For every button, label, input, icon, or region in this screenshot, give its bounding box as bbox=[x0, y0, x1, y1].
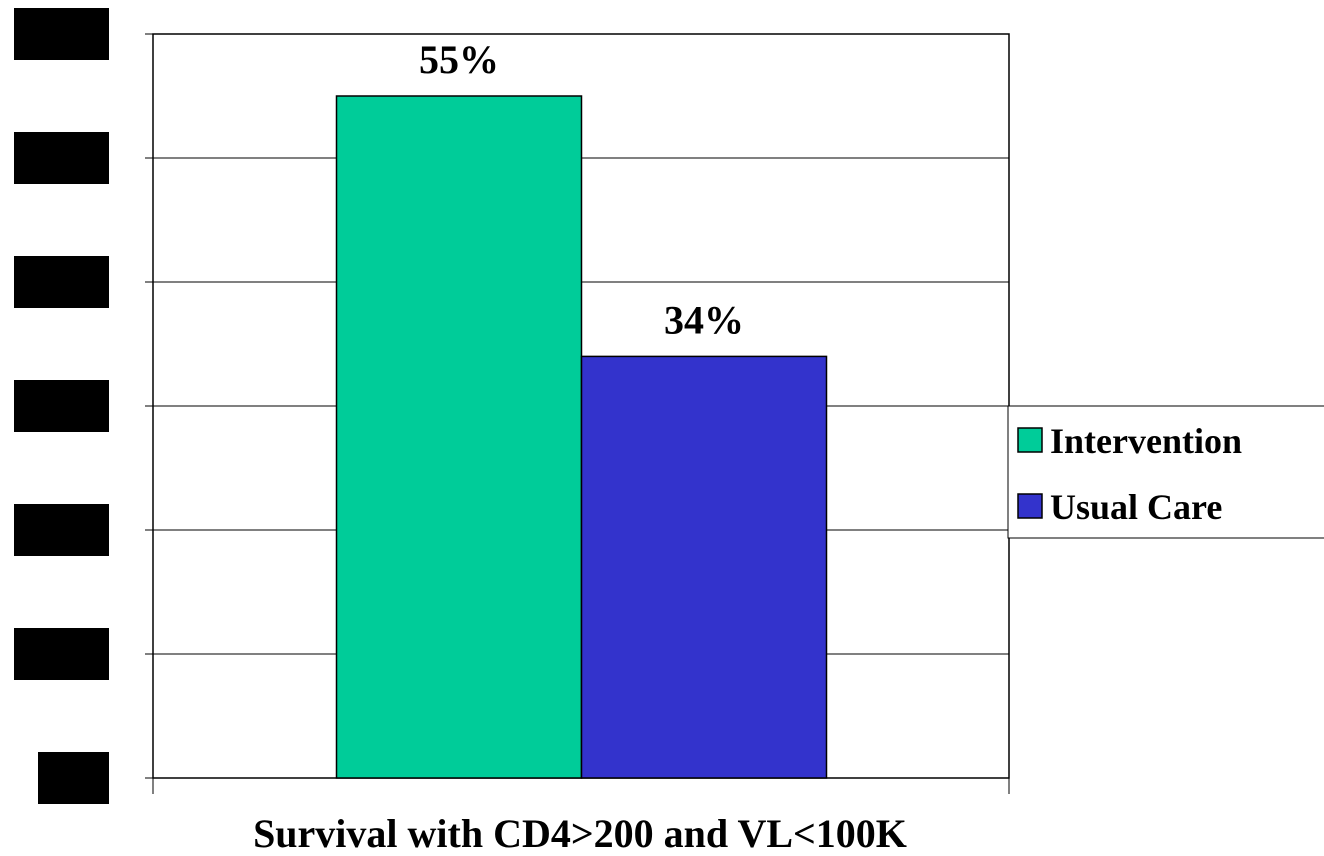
bar-intervention bbox=[335, 95, 583, 779]
legend-label-intervention: Intervention bbox=[1050, 421, 1242, 461]
y-tick-label-redacted bbox=[14, 628, 109, 680]
legend-swatch-intervention bbox=[1017, 427, 1043, 453]
legend-box bbox=[1007, 405, 1324, 539]
x-axis-title: Survival with CD4>200 and VL<100K bbox=[253, 811, 907, 856]
y-tick-labels-redacted bbox=[14, 8, 109, 804]
y-tick-label-redacted bbox=[14, 132, 109, 184]
bar-data-labels: 55% 34% bbox=[419, 37, 744, 342]
legend-swatch-usual-care bbox=[1017, 493, 1043, 519]
y-tick-label-redacted bbox=[38, 752, 109, 804]
y-tick-label-redacted bbox=[14, 8, 109, 60]
legend-label-usual-care: Usual Care bbox=[1050, 487, 1222, 527]
y-tick-label-redacted bbox=[14, 256, 109, 308]
bar-label-intervention: 55% bbox=[419, 37, 499, 82]
y-tick-label-redacted bbox=[14, 504, 109, 556]
bar-usual-care bbox=[580, 355, 828, 779]
legend: Intervention Usual Care bbox=[1007, 405, 1324, 539]
bars bbox=[335, 95, 828, 779]
bar-label-usual-care: 34% bbox=[664, 297, 744, 342]
y-tick-label-redacted bbox=[14, 380, 109, 432]
